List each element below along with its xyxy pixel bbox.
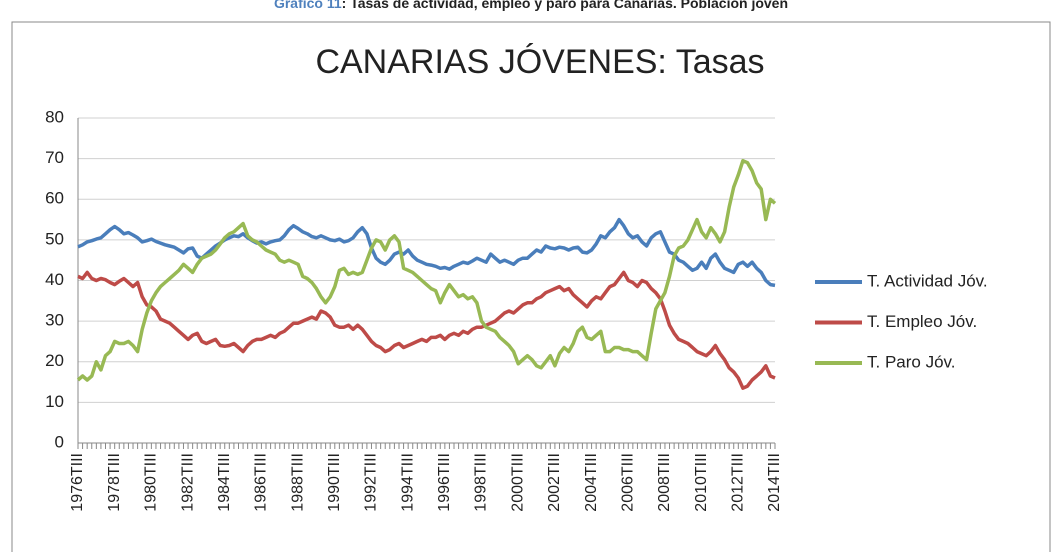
x-tick-label: 2008TIII <box>656 453 673 512</box>
x-tick-label: 2004TIII <box>583 453 600 512</box>
y-tick-label: 80 <box>45 107 64 126</box>
x-tick-label: 1994TIII <box>399 453 416 512</box>
x-tick-label: 2006TIII <box>619 453 636 512</box>
x-tick-label: 1988TIII <box>289 453 306 512</box>
x-tick-label: 2010TIII <box>693 453 710 512</box>
x-tick-label: 2000TIII <box>509 453 526 512</box>
y-tick-label: 60 <box>45 189 64 208</box>
x-tick-label: 2014TIII <box>766 453 783 512</box>
x-tick-label: 1978TIII <box>106 453 123 512</box>
series-line <box>76 158 777 382</box>
y-tick-label: 20 <box>45 351 64 370</box>
legend-label: T. Paro Jóv. <box>867 352 956 371</box>
y-tick-label: 0 <box>55 432 64 451</box>
x-tick-label: 1986TIII <box>253 453 270 512</box>
caption-label: Gráfico 11 <box>274 0 342 11</box>
x-tick-label: 2002TIII <box>546 453 563 512</box>
legend-label: T. Empleo Jóv. <box>867 312 977 331</box>
x-tick-label: 1998TIII <box>473 453 490 512</box>
x-tick-label: 1990TIII <box>326 453 343 512</box>
chart-title: CANARIAS JÓVENES: Tasas <box>315 43 764 81</box>
caption: Gráfico 11: Tasas de actividad, empleo y… <box>274 0 788 11</box>
x-tick-label: 1996TIII <box>436 453 453 512</box>
y-tick-label: 40 <box>45 270 64 289</box>
x-tick-label: 1976TIII <box>69 453 86 512</box>
series-line <box>77 217 776 288</box>
series-line <box>77 270 776 390</box>
x-tick-label: 1982TIII <box>179 453 196 512</box>
chart-border <box>11 21 1051 552</box>
y-tick-label: 50 <box>45 229 64 248</box>
y-tick-label: 70 <box>45 148 64 167</box>
x-tick-label: 1984TIII <box>216 453 233 512</box>
x-tick-label: 1992TIII <box>363 453 380 512</box>
x-tick-label: 2012TIII <box>730 453 747 512</box>
y-tick-label: 30 <box>45 311 64 330</box>
legend-label: T. Actividad Jóv. <box>867 271 988 290</box>
x-tick-label: 1980TIII <box>143 453 160 512</box>
caption-text: : Tasas de actividad, empleo y paro para… <box>342 0 788 11</box>
y-tick-label: 10 <box>45 392 64 411</box>
